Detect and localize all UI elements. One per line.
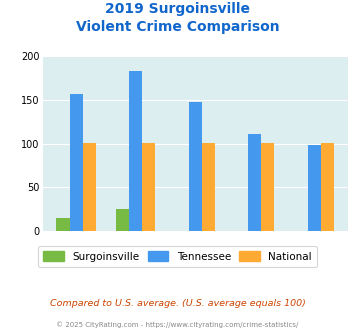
Bar	[116, 209, 129, 231]
Bar	[70, 94, 83, 231]
Bar	[202, 143, 215, 231]
Bar	[308, 145, 321, 231]
Bar	[83, 143, 96, 231]
Text: 2019 Surgoinsville: 2019 Surgoinsville	[105, 2, 250, 16]
Bar	[248, 134, 261, 231]
Bar	[321, 143, 334, 231]
Bar	[142, 143, 155, 231]
Bar	[189, 102, 202, 231]
Text: © 2025 CityRating.com - https://www.cityrating.com/crime-statistics/: © 2025 CityRating.com - https://www.city…	[56, 322, 299, 328]
Text: Compared to U.S. average. (U.S. average equals 100): Compared to U.S. average. (U.S. average …	[50, 299, 305, 308]
Bar	[261, 143, 274, 231]
Bar	[129, 71, 142, 231]
Text: Violent Crime Comparison: Violent Crime Comparison	[76, 20, 279, 34]
Bar	[56, 218, 70, 231]
Legend: Surgoinsville, Tennessee, National: Surgoinsville, Tennessee, National	[38, 246, 317, 267]
